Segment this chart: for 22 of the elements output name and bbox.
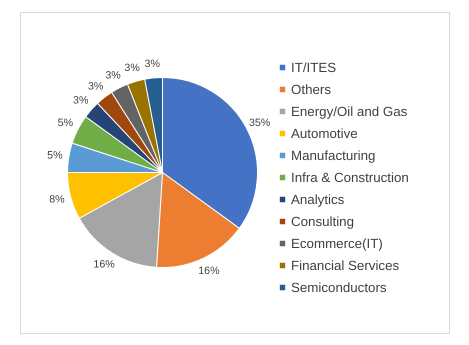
legend-label: Manufacturing (291, 147, 376, 163)
legend-label: Semiconductors (291, 279, 387, 295)
legend-label: Automotive (291, 125, 358, 141)
data-label: 5% (58, 117, 74, 130)
legend-label: Infra & Construction (291, 169, 409, 185)
data-label: 3% (124, 62, 140, 74)
data-label: 8% (49, 194, 66, 206)
data-label: 3% (73, 94, 89, 106)
legend-label: Analytics (291, 191, 344, 207)
data-label: 16% (93, 258, 116, 271)
data-label: 5% (47, 149, 64, 162)
data-label: 16% (198, 265, 220, 278)
data-label: 3% (88, 80, 104, 92)
legend-label: Ecommerce(IT) (291, 235, 383, 251)
legend-label: Others (291, 81, 331, 97)
legend-label: Consulting (291, 213, 354, 229)
data-label: 3% (144, 58, 160, 70)
legend-label: IT/ITES (291, 59, 336, 75)
data-label: 35% (248, 117, 271, 130)
data-label: 3% (105, 69, 122, 82)
legend-label: Financial Services (291, 257, 400, 273)
legend-label: Energy/Oil and Gas (291, 103, 408, 119)
